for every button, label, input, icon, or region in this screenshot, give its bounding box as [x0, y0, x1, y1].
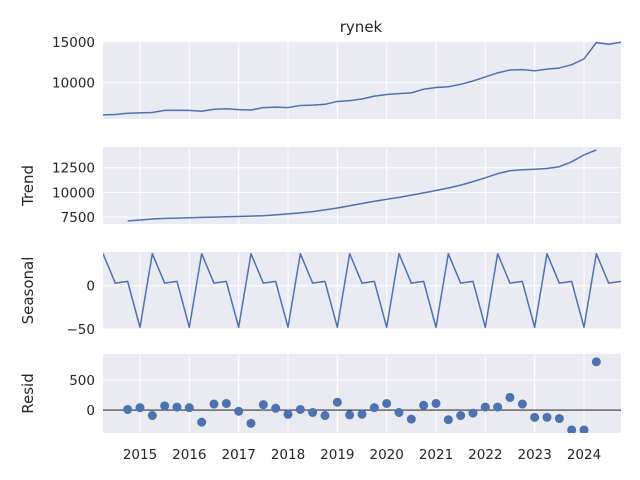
resid-point: [406, 414, 416, 424]
resid-point: [382, 398, 392, 408]
resid-point: [419, 400, 429, 410]
resid-point: [320, 411, 330, 421]
resid-points: [123, 357, 601, 433]
resid-point: [135, 403, 145, 413]
resid-point: [554, 414, 564, 424]
resid-point: [160, 401, 170, 411]
panels-group: 10000 15000 7500 10000 12500 Trend −50 0 Seasona…: [19, 35, 621, 433]
resid-point: [295, 404, 305, 414]
resid-point: [283, 409, 293, 419]
resid-point: [567, 425, 577, 433]
x-tick-label: 2017: [221, 447, 255, 463]
x-tick-label: 2018: [271, 447, 305, 463]
resid-point: [258, 400, 268, 410]
panel-background: [103, 252, 621, 329]
resid-point: [123, 404, 133, 414]
resid-point: [308, 407, 318, 417]
resid-point: [456, 411, 466, 421]
resid-point: [332, 397, 342, 407]
x-tick-label: 2022: [468, 447, 502, 463]
x-tick-label: 2019: [320, 447, 354, 463]
panel-background: [103, 354, 621, 433]
resid-point: [443, 415, 453, 425]
resid-point: [357, 409, 367, 419]
x-tick-label: 2016: [172, 447, 206, 463]
resid-point: [431, 398, 441, 408]
y-tick-label: 15000: [52, 35, 95, 51]
resid-point: [530, 412, 540, 422]
resid-point: [480, 402, 490, 412]
resid-point: [369, 403, 379, 413]
resid-point: [505, 392, 515, 402]
chart-title: rynek: [340, 18, 383, 36]
y-axis-label: Trend: [19, 165, 37, 207]
y-axis-label: Resid: [19, 373, 37, 413]
panel-seasonal: −50 0 Seasonal: [19, 252, 621, 338]
panel-background: [103, 41, 621, 119]
resid-point: [493, 402, 503, 412]
resid-point: [591, 357, 601, 367]
x-tick-label: 2021: [419, 447, 453, 463]
y-tick-label: −50: [67, 322, 96, 338]
resid-point: [246, 418, 256, 428]
resid-point: [468, 408, 478, 418]
series-line-observed: [103, 41, 621, 116]
resid-point: [197, 417, 207, 427]
panel-resid: 0 500 Resid: [19, 354, 621, 433]
resid-point: [184, 403, 194, 413]
y-axis-label: Seasonal: [19, 257, 37, 325]
resid-point: [172, 402, 182, 412]
series-line-trend: [127, 149, 597, 222]
resid-point: [209, 399, 219, 409]
resid-point: [147, 411, 157, 421]
y-tick-label: 10000: [52, 76, 95, 92]
y-tick-label: 7500: [61, 210, 95, 226]
panel-background: [103, 147, 621, 224]
y-tick-label: 500: [69, 373, 95, 389]
y-tick-label: 12500: [52, 161, 95, 177]
y-tick-label: 0: [86, 403, 95, 419]
resid-point: [394, 407, 404, 417]
resid-point: [345, 410, 355, 420]
x-tick-label: 2015: [123, 447, 157, 463]
y-tick-label: 10000: [52, 185, 95, 201]
panel-trend: 7500 10000 12500 Trend: [19, 147, 621, 226]
x-tick-label: 2020: [369, 447, 403, 463]
x-axis: 2015 2016 2017 2018 2019 2020 2021 2022 2023 2024: [123, 447, 601, 463]
panel-observed: 10000 15000: [52, 35, 621, 119]
resid-point: [221, 398, 231, 408]
x-tick-label: 2023: [517, 447, 551, 463]
x-tick-label: 2024: [567, 447, 601, 463]
series-line-seasonal: [103, 252, 621, 329]
resid-point: [271, 403, 281, 413]
resid-point: [579, 425, 589, 433]
resid-point: [517, 399, 527, 409]
resid-point: [234, 406, 244, 416]
y-tick-label: 0: [86, 279, 95, 295]
resid-point: [542, 412, 552, 422]
